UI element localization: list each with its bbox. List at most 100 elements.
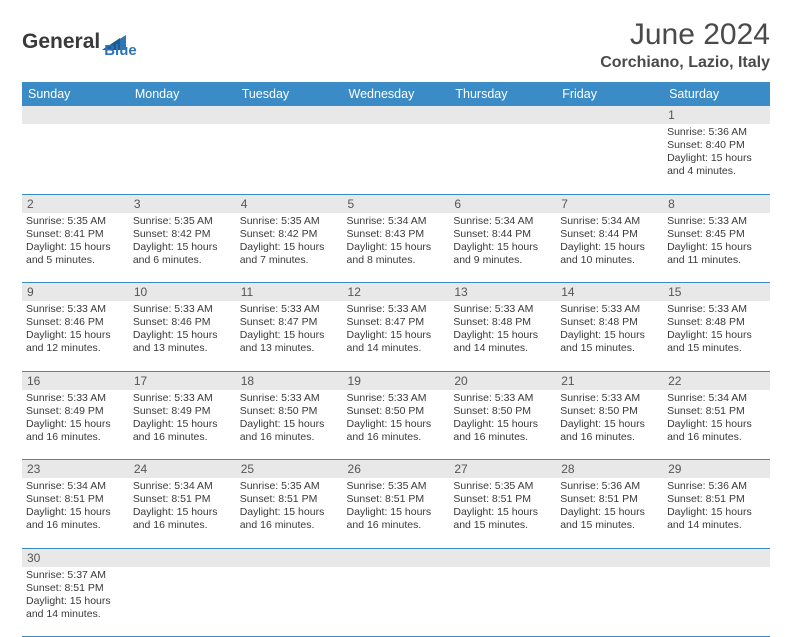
daylight-text: Daylight: 15 hours and 16 minutes. bbox=[26, 506, 125, 532]
day-header: Friday bbox=[556, 82, 663, 106]
day-number-cell: 6 bbox=[449, 194, 556, 213]
day-number-row: 2345678 bbox=[22, 194, 770, 213]
day-number-cell: 20 bbox=[449, 371, 556, 390]
day-number-cell: 17 bbox=[129, 371, 236, 390]
day-number-cell: 2 bbox=[22, 194, 129, 213]
daylight-text: Daylight: 15 hours and 15 minutes. bbox=[560, 506, 659, 532]
daylight-text: Daylight: 15 hours and 16 minutes. bbox=[667, 418, 766, 444]
sunset-text: Sunset: 8:41 PM bbox=[26, 228, 125, 241]
sunset-text: Sunset: 8:50 PM bbox=[453, 405, 552, 418]
sunrise-text: Sunrise: 5:33 AM bbox=[133, 392, 232, 405]
daylight-text: Daylight: 15 hours and 16 minutes. bbox=[453, 418, 552, 444]
day-number-cell: 12 bbox=[343, 283, 450, 302]
day-detail-cell: Sunrise: 5:34 AMSunset: 8:44 PMDaylight:… bbox=[449, 213, 556, 283]
daylight-text: Daylight: 15 hours and 16 minutes. bbox=[26, 418, 125, 444]
sunset-text: Sunset: 8:50 PM bbox=[560, 405, 659, 418]
day-number-cell bbox=[343, 548, 450, 567]
sunrise-text: Sunrise: 5:37 AM bbox=[26, 569, 125, 582]
sunset-text: Sunset: 8:50 PM bbox=[347, 405, 446, 418]
day-detail-row: Sunrise: 5:36 AMSunset: 8:40 PMDaylight:… bbox=[22, 124, 770, 194]
sunset-text: Sunset: 8:51 PM bbox=[26, 493, 125, 506]
sunset-text: Sunset: 8:46 PM bbox=[26, 316, 125, 329]
sunrise-text: Sunrise: 5:33 AM bbox=[26, 303, 125, 316]
sunrise-text: Sunrise: 5:34 AM bbox=[26, 480, 125, 493]
day-detail-cell: Sunrise: 5:33 AMSunset: 8:48 PMDaylight:… bbox=[663, 301, 770, 371]
day-number-cell: 16 bbox=[22, 371, 129, 390]
sunset-text: Sunset: 8:46 PM bbox=[133, 316, 232, 329]
sunrise-text: Sunrise: 5:33 AM bbox=[560, 303, 659, 316]
day-detail-cell: Sunrise: 5:35 AMSunset: 8:51 PMDaylight:… bbox=[343, 478, 450, 548]
day-detail-cell bbox=[236, 124, 343, 194]
month-title: June 2024 bbox=[600, 18, 770, 52]
sunset-text: Sunset: 8:51 PM bbox=[560, 493, 659, 506]
day-number-cell: 11 bbox=[236, 283, 343, 302]
sunrise-text: Sunrise: 5:36 AM bbox=[560, 480, 659, 493]
sunset-text: Sunset: 8:49 PM bbox=[133, 405, 232, 418]
sunset-text: Sunset: 8:48 PM bbox=[560, 316, 659, 329]
day-detail-cell bbox=[449, 567, 556, 637]
day-number-cell bbox=[449, 548, 556, 567]
sunrise-text: Sunrise: 5:33 AM bbox=[347, 303, 446, 316]
sunrise-text: Sunrise: 5:35 AM bbox=[347, 480, 446, 493]
day-detail-cell bbox=[663, 567, 770, 637]
sunset-text: Sunset: 8:44 PM bbox=[560, 228, 659, 241]
day-number-cell: 22 bbox=[663, 371, 770, 390]
logo: General Blue bbox=[22, 24, 137, 59]
day-header-row: SundayMondayTuesdayWednesdayThursdayFrid… bbox=[22, 82, 770, 106]
day-number-cell: 30 bbox=[22, 548, 129, 567]
sunrise-text: Sunrise: 5:33 AM bbox=[133, 303, 232, 316]
daylight-text: Daylight: 15 hours and 15 minutes. bbox=[453, 506, 552, 532]
day-number-cell: 28 bbox=[556, 460, 663, 479]
sunset-text: Sunset: 8:50 PM bbox=[240, 405, 339, 418]
title-block: June 2024 Corchiano, Lazio, Italy bbox=[600, 18, 770, 72]
day-detail-cell: Sunrise: 5:35 AMSunset: 8:51 PMDaylight:… bbox=[236, 478, 343, 548]
day-number-cell bbox=[663, 548, 770, 567]
day-detail-cell bbox=[556, 567, 663, 637]
sunrise-text: Sunrise: 5:34 AM bbox=[667, 392, 766, 405]
sunrise-text: Sunrise: 5:35 AM bbox=[453, 480, 552, 493]
day-detail-cell: Sunrise: 5:36 AMSunset: 8:40 PMDaylight:… bbox=[663, 124, 770, 194]
day-detail-cell: Sunrise: 5:33 AMSunset: 8:48 PMDaylight:… bbox=[556, 301, 663, 371]
daylight-text: Daylight: 15 hours and 5 minutes. bbox=[26, 241, 125, 267]
day-detail-cell: Sunrise: 5:33 AMSunset: 8:49 PMDaylight:… bbox=[22, 390, 129, 460]
daylight-text: Daylight: 15 hours and 11 minutes. bbox=[667, 241, 766, 267]
day-header: Saturday bbox=[663, 82, 770, 106]
daylight-text: Daylight: 15 hours and 7 minutes. bbox=[240, 241, 339, 267]
daylight-text: Daylight: 15 hours and 14 minutes. bbox=[667, 506, 766, 532]
day-detail-cell: Sunrise: 5:35 AMSunset: 8:42 PMDaylight:… bbox=[236, 213, 343, 283]
day-number-cell bbox=[236, 548, 343, 567]
sunset-text: Sunset: 8:40 PM bbox=[667, 139, 766, 152]
day-number-cell bbox=[22, 106, 129, 124]
sunrise-text: Sunrise: 5:34 AM bbox=[347, 215, 446, 228]
sunrise-text: Sunrise: 5:33 AM bbox=[667, 303, 766, 316]
day-detail-cell: Sunrise: 5:34 AMSunset: 8:51 PMDaylight:… bbox=[663, 390, 770, 460]
sunset-text: Sunset: 8:42 PM bbox=[133, 228, 232, 241]
sunrise-text: Sunrise: 5:35 AM bbox=[133, 215, 232, 228]
day-detail-cell: Sunrise: 5:34 AMSunset: 8:43 PMDaylight:… bbox=[343, 213, 450, 283]
daylight-text: Daylight: 15 hours and 16 minutes. bbox=[347, 506, 446, 532]
sunset-text: Sunset: 8:51 PM bbox=[453, 493, 552, 506]
day-number-cell: 14 bbox=[556, 283, 663, 302]
day-detail-cell bbox=[449, 124, 556, 194]
daylight-text: Daylight: 15 hours and 15 minutes. bbox=[667, 329, 766, 355]
sunrise-text: Sunrise: 5:33 AM bbox=[240, 392, 339, 405]
sunrise-text: Sunrise: 5:33 AM bbox=[667, 215, 766, 228]
sunrise-text: Sunrise: 5:35 AM bbox=[240, 480, 339, 493]
day-detail-cell: Sunrise: 5:34 AMSunset: 8:51 PMDaylight:… bbox=[22, 478, 129, 548]
day-number-cell: 13 bbox=[449, 283, 556, 302]
day-detail-cell: Sunrise: 5:33 AMSunset: 8:47 PMDaylight:… bbox=[236, 301, 343, 371]
day-number-cell: 23 bbox=[22, 460, 129, 479]
day-detail-cell bbox=[556, 124, 663, 194]
daylight-text: Daylight: 15 hours and 16 minutes. bbox=[133, 506, 232, 532]
sunset-text: Sunset: 8:47 PM bbox=[347, 316, 446, 329]
day-detail-cell: Sunrise: 5:33 AMSunset: 8:46 PMDaylight:… bbox=[22, 301, 129, 371]
day-detail-cell bbox=[129, 124, 236, 194]
sunrise-text: Sunrise: 5:33 AM bbox=[453, 392, 552, 405]
day-detail-cell: Sunrise: 5:33 AMSunset: 8:46 PMDaylight:… bbox=[129, 301, 236, 371]
sunrise-text: Sunrise: 5:33 AM bbox=[347, 392, 446, 405]
day-number-cell: 19 bbox=[343, 371, 450, 390]
daylight-text: Daylight: 15 hours and 4 minutes. bbox=[667, 152, 766, 178]
day-number-row: 30 bbox=[22, 548, 770, 567]
calendar-table: SundayMondayTuesdayWednesdayThursdayFrid… bbox=[22, 82, 770, 637]
day-header: Sunday bbox=[22, 82, 129, 106]
